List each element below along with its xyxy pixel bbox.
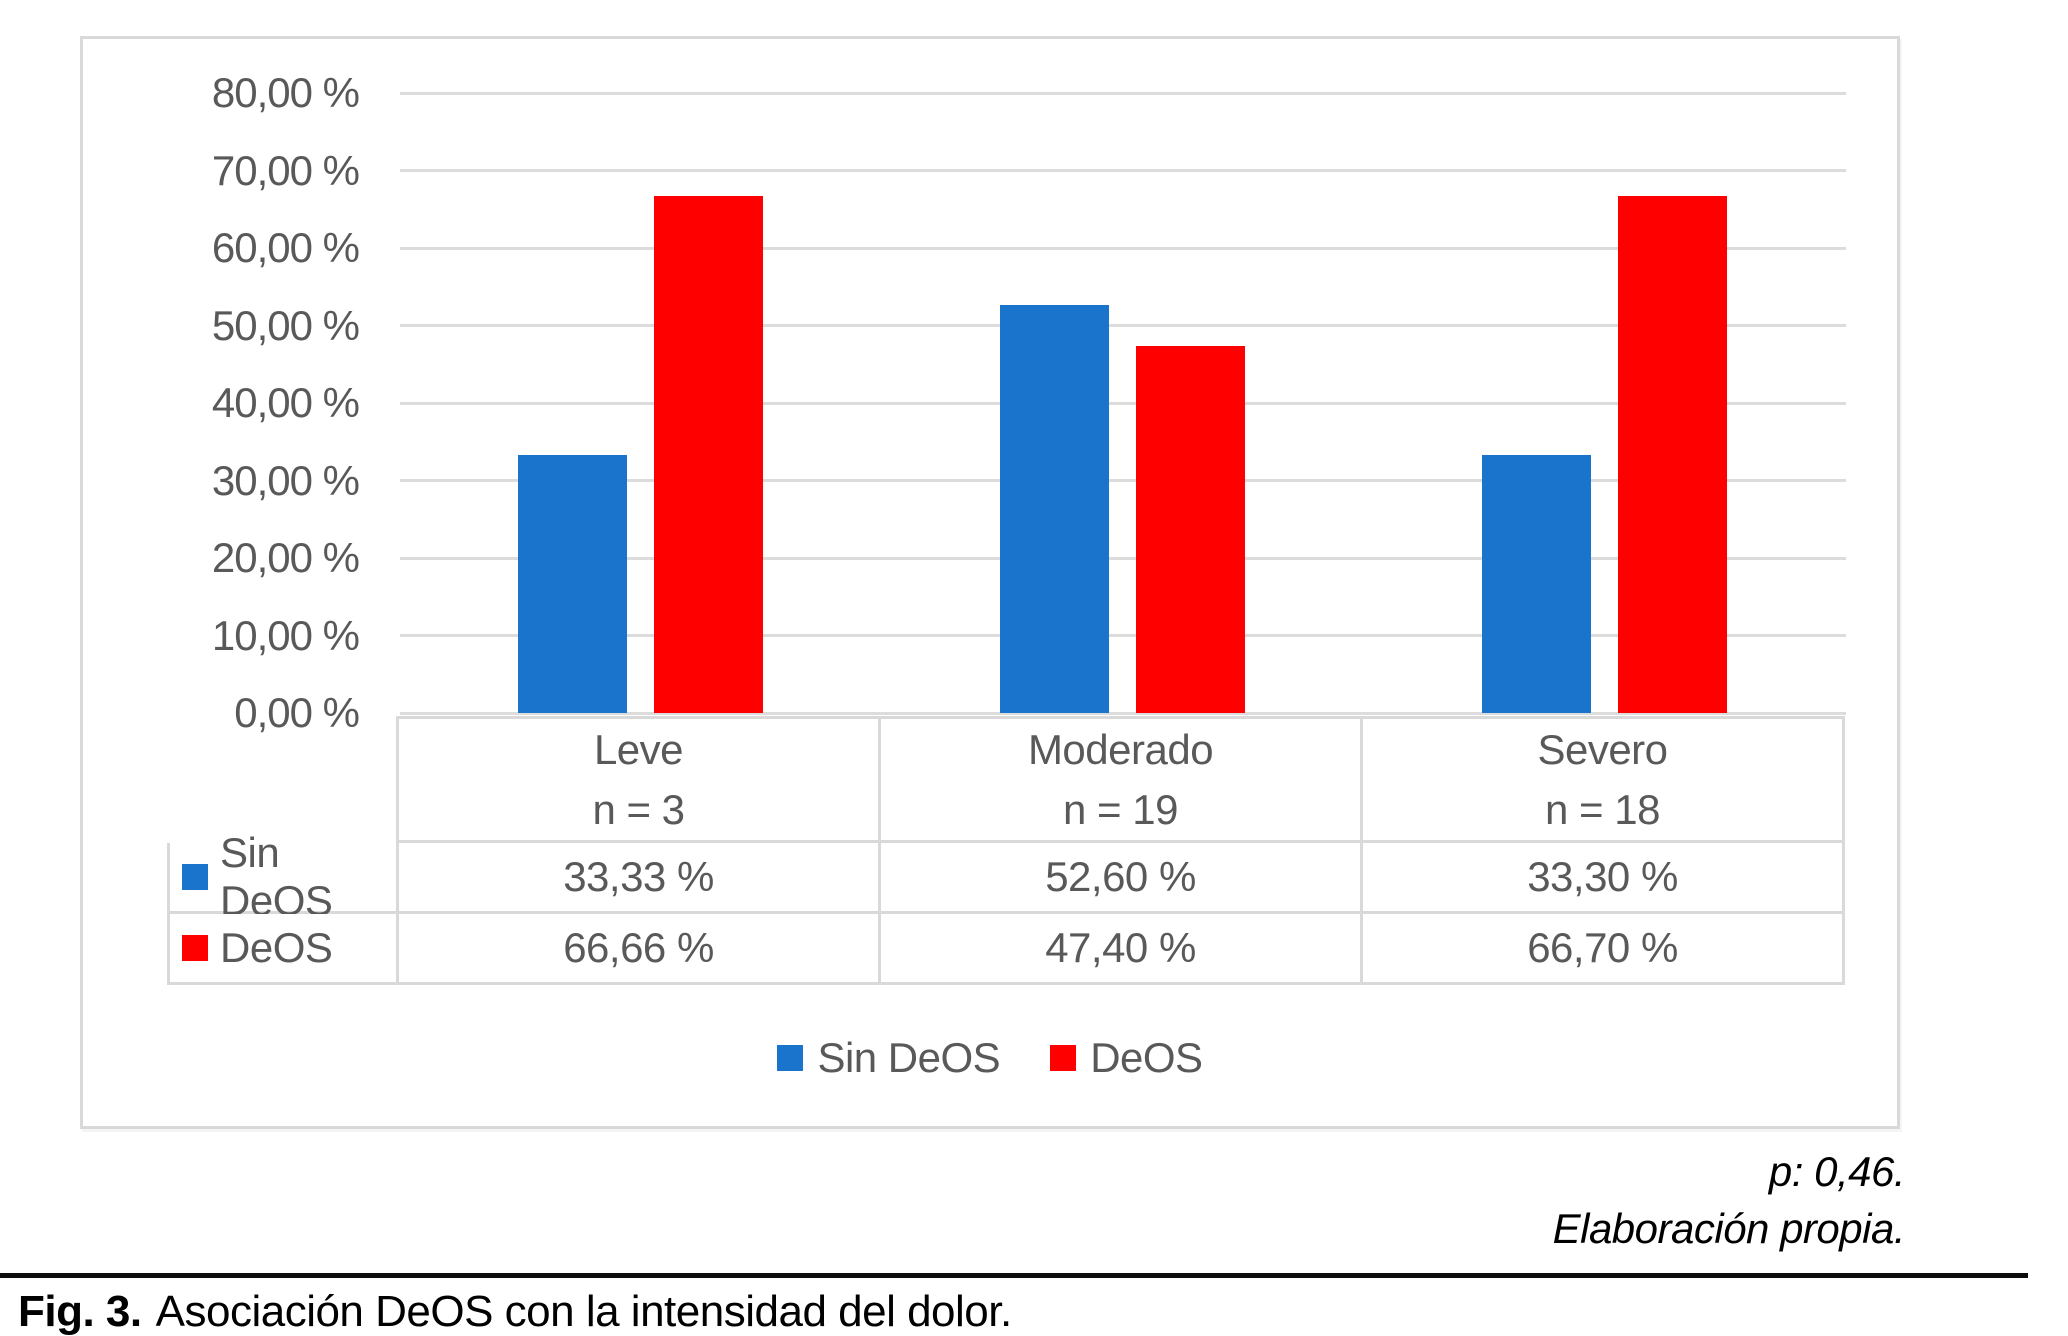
bar-deos-leve [654, 196, 763, 713]
figure-caption: Fig. 3. Asociación DeOS con la intensidad… [18, 1287, 1012, 1336]
y-tick-label-20: 20,00 % [211, 534, 360, 581]
caption-divider-rule [0, 1273, 2028, 1278]
y-tick-label-70: 70,00 % [211, 146, 360, 194]
y-tick-label-50: 50,00 % [211, 301, 360, 349]
table-value-deos-severo: 66,70 % [1363, 914, 1845, 985]
gridline-80 [400, 91, 1846, 95]
source-note: Elaboración propia. [1552, 1205, 1906, 1252]
y-tick-label-60: 60,00 % [211, 224, 360, 271]
legend-key-square-deos [1050, 1045, 1077, 1071]
table-header-leve: Leve n = 3 [399, 716, 881, 843]
table-header-moderado: Moderado n = 19 [881, 716, 1363, 843]
category-label: Leve [593, 725, 684, 773]
table-corner-cell [167, 716, 399, 843]
table-value-sin-deos-moderado: 52,60 % [881, 843, 1363, 914]
category-n-label: n = 3 [592, 785, 685, 833]
gridline-10 [400, 634, 1846, 637]
legend-label: DeOS [1090, 1034, 1203, 1081]
bar-sin-deos-leve [518, 454, 627, 713]
table-rowhead-sin-deos: Sin DeOS [167, 829, 399, 924]
y-axis-tick-labels: 0,00 % 10,00 % 20,00 % 30,00 % 40,00 % 50,00 … [83, 69, 360, 736]
bar-deos-severo [1618, 196, 1727, 713]
series-key-square-sin-deos [182, 864, 208, 890]
table-header-severo: Severo n = 18 [1363, 716, 1845, 843]
legend-item-deos: DeOS [1050, 1034, 1203, 1082]
table-value-sin-deos-severo: 33,30 % [1363, 843, 1845, 914]
bar-deos-moderado [1136, 345, 1245, 713]
figure-caption-label: Fig. 3. [18, 1287, 142, 1336]
table-value-sin-deos-leve: 33,33 % [399, 843, 881, 914]
y-tick-label-0: 0,00 % [234, 689, 360, 736]
chart-frame: 0,00 % 10,00 % 20,00 % 30,00 % 40,00 % 50,00 … [80, 36, 1900, 1129]
gridline-30 [400, 479, 1846, 482]
figure-notes: p: 0,46. Elaboración propia. [1552, 1143, 1906, 1257]
category-n-label: n = 18 [1545, 785, 1660, 833]
gridline-40 [400, 401, 1846, 405]
legend-label: Sin DeOS [817, 1034, 1001, 1081]
gridline-70 [400, 169, 1846, 172]
y-tick-label-40: 40,00 % [211, 379, 360, 426]
table-value-deos-leve: 66,66 % [399, 914, 881, 985]
y-tick-label-80: 80,00 % [211, 69, 360, 116]
plot-area [400, 91, 1846, 715]
figure-caption-text: Asociación DeOS con la intensidad del do… [155, 1287, 1013, 1336]
bar-sin-deos-severo [1482, 454, 1591, 713]
series-key-square-deos [182, 935, 208, 961]
table-rowhead-deos: DeOS [167, 914, 399, 985]
gridline-60 [400, 246, 1846, 250]
category-n-label: n = 19 [1063, 785, 1178, 833]
chart-data-table: Leve n = 3 Moderado n = 19 Severo n = 18 Sin D… [167, 716, 1845, 985]
gridline-50 [400, 324, 1846, 327]
table-value-deos-moderado: 47,40 % [881, 914, 1363, 985]
y-tick-label-10: 10,00 % [211, 611, 360, 659]
series-name-label: DeOS [220, 924, 333, 971]
legend-item-sin-deos: Sin DeOS [777, 1034, 1001, 1082]
p-value-note: p: 0,46. [1768, 1148, 1906, 1195]
series-name-label: Sin DeOS [220, 829, 333, 924]
category-label: Severo [1537, 725, 1668, 773]
category-label: Moderado [1027, 725, 1214, 773]
bar-sin-deos-moderado [1000, 305, 1109, 713]
chart-legend: Sin DeOS DeOS [83, 1034, 1897, 1082]
gridline-0 [400, 711, 1846, 715]
y-tick-label-30: 30,00 % [211, 456, 360, 504]
gridline-20 [400, 556, 1846, 560]
legend-key-square-sin-deos [777, 1045, 804, 1071]
